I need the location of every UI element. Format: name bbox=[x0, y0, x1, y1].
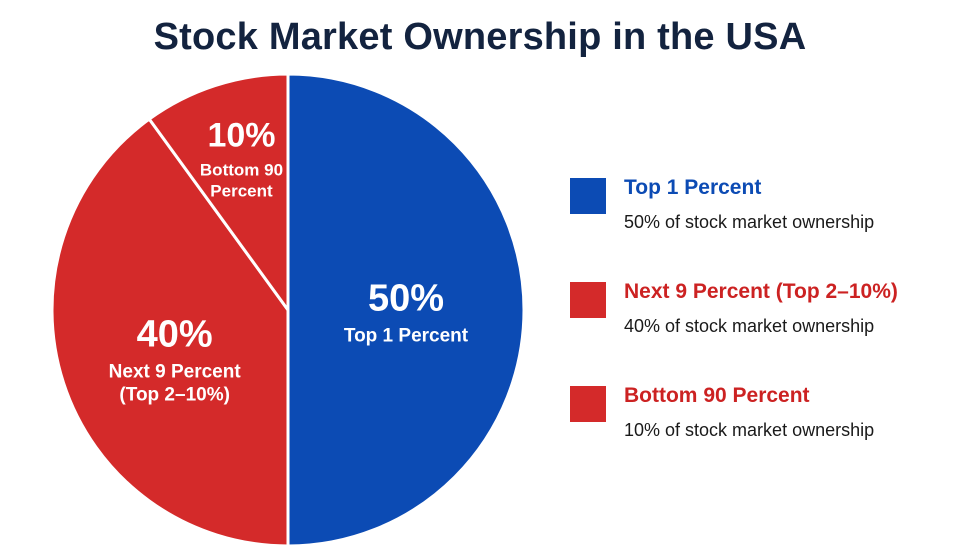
legend: Top 1 Percent 50% of stock market owners… bbox=[570, 172, 950, 484]
slice-name-top-1-line-1: Top 1 Percent bbox=[344, 326, 469, 347]
legend-desc-next-9: 40% of stock market ownership bbox=[624, 316, 875, 336]
slice-percent-next-9: 40% bbox=[137, 313, 213, 355]
pie-slice-top-1 bbox=[286, 72, 526, 548]
pie-slice-next-9 bbox=[50, 117, 290, 548]
legend-item-bottom-90: Bottom 90 Percent 10% of stock market ow… bbox=[570, 380, 950, 484]
pie-slice-bottom-90 bbox=[147, 72, 290, 312]
legend-label-top-1: Top 1 Percent bbox=[624, 176, 762, 199]
chart-title: Stock Market Ownership in the USA bbox=[153, 16, 807, 58]
slice-percent-bottom-90: 10% bbox=[207, 116, 275, 154]
slice-label-top-1: 50% Top 1 Percent bbox=[344, 278, 469, 347]
slice-name-bottom-90-line-2: Percent bbox=[210, 181, 273, 200]
legend-item-top-1: Top 1 Percent 50% of stock market owners… bbox=[570, 172, 950, 276]
legend-swatch-next-9 bbox=[570, 282, 606, 318]
legend-label-next-9: Next 9 Percent (Top 2–10%) bbox=[624, 280, 898, 303]
slice-name-next-9-line-1: Next 9 Percent bbox=[109, 361, 242, 382]
slice-name-bottom-90-line-1: Bottom 90 bbox=[200, 160, 283, 179]
legend-desc-top-1: 50% of stock market ownership bbox=[624, 212, 875, 232]
slice-label-bottom-90: 10% Bottom 90 Percent bbox=[200, 116, 283, 200]
legend-desc-bottom-90: 10% of stock market ownership bbox=[624, 420, 875, 440]
slice-name-next-9-line-2: (Top 2–10%) bbox=[119, 384, 230, 405]
legend-swatch-top-1 bbox=[570, 178, 606, 214]
slice-label-next-9: 40% Next 9 Percent(Top 2–10%) bbox=[109, 313, 242, 405]
legend-swatch-bottom-90 bbox=[570, 386, 606, 422]
legend-label-bottom-90: Bottom 90 Percent bbox=[624, 384, 810, 407]
slice-percent-top-1: 50% bbox=[368, 278, 444, 320]
legend-item-next-9: Next 9 Percent (Top 2–10%) 40% of stock … bbox=[570, 276, 950, 380]
